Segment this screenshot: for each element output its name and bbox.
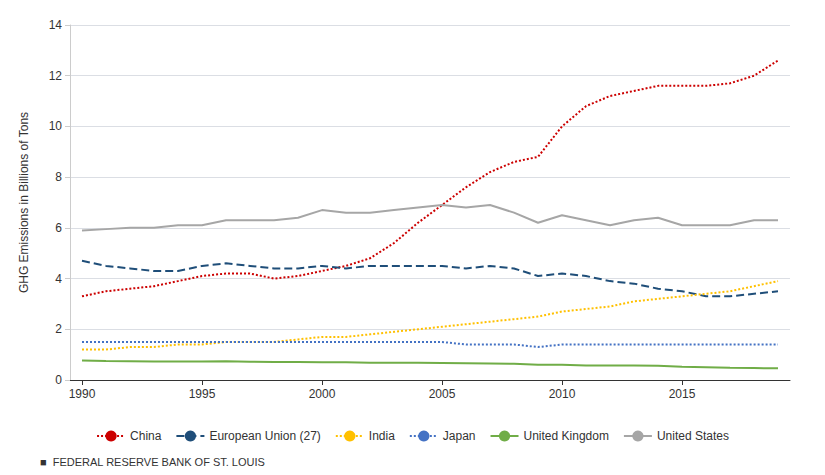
svg-text:12: 12 — [49, 69, 63, 83]
svg-text:2015: 2015 — [669, 387, 696, 401]
svg-text:India: India — [369, 429, 395, 443]
svg-text:2000: 2000 — [309, 387, 336, 401]
svg-text:2005: 2005 — [429, 387, 456, 401]
svg-text:1990: 1990 — [69, 387, 96, 401]
svg-text:10: 10 — [49, 119, 63, 133]
svg-text:6: 6 — [55, 221, 62, 235]
svg-text:China: China — [130, 429, 162, 443]
svg-text:4: 4 — [55, 272, 62, 286]
svg-text:United States: United States — [657, 429, 729, 443]
svg-text:2: 2 — [55, 322, 62, 336]
svg-text:GHG Emissions in Billions of T: GHG Emissions in Billions of Tons — [17, 112, 31, 293]
svg-text:Japan: Japan — [443, 429, 476, 443]
svg-text:0: 0 — [55, 373, 62, 387]
svg-text:8: 8 — [55, 170, 62, 184]
svg-text:European Union (27): European Union (27) — [209, 429, 320, 443]
svg-text:■ FEDERAL RESERVE BANK OF ST.: ■ FEDERAL RESERVE BANK OF ST. LOUIS — [40, 456, 265, 468]
svg-text:United Kingdom: United Kingdom — [524, 429, 609, 443]
svg-text:2010: 2010 — [549, 387, 576, 401]
svg-text:14: 14 — [49, 18, 63, 32]
svg-text:1995: 1995 — [189, 387, 216, 401]
